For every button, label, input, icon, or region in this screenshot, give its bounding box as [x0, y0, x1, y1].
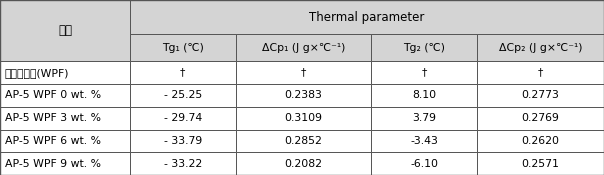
Text: †: †: [538, 68, 543, 78]
Bar: [371, 34, 477, 61]
Text: AP-5 WPF 3 wt. %: AP-5 WPF 3 wt. %: [5, 113, 101, 123]
Text: -3.43: -3.43: [410, 136, 439, 146]
Bar: [477, 34, 604, 61]
Text: Tg₂ (℃): Tg₂ (℃): [403, 43, 445, 53]
Bar: [0, 0, 130, 61]
Text: 폴돼지지방(WPF): 폴돼지지방(WPF): [5, 68, 69, 78]
Bar: [477, 130, 604, 152]
Bar: [371, 107, 477, 130]
Bar: [236, 152, 371, 175]
Text: 구분: 구분: [58, 24, 72, 37]
Text: 8.10: 8.10: [413, 90, 436, 100]
Bar: [371, 130, 477, 152]
Text: Thermal parameter: Thermal parameter: [309, 10, 425, 24]
Bar: [236, 130, 371, 152]
Text: 0.2620: 0.2620: [522, 136, 559, 146]
Text: †: †: [422, 68, 427, 78]
Bar: [130, 34, 236, 61]
Text: - 33.22: - 33.22: [164, 159, 202, 169]
Bar: [236, 84, 371, 107]
Bar: [130, 152, 236, 175]
Text: 0.2571: 0.2571: [522, 159, 559, 169]
Bar: [477, 84, 604, 107]
Text: - 29.74: - 29.74: [164, 113, 202, 123]
Bar: [0, 61, 130, 84]
Text: 0.3109: 0.3109: [284, 113, 323, 123]
Bar: [371, 152, 477, 175]
Text: ΔCp₁ (J g×℃⁻¹): ΔCp₁ (J g×℃⁻¹): [262, 43, 345, 53]
Text: 0.2852: 0.2852: [284, 136, 323, 146]
Text: †: †: [180, 68, 185, 78]
Bar: [477, 107, 604, 130]
Text: AP-5 WPF 9 wt. %: AP-5 WPF 9 wt. %: [5, 159, 101, 169]
Text: †: †: [301, 68, 306, 78]
Bar: [0, 107, 130, 130]
Bar: [477, 61, 604, 84]
Bar: [0, 130, 130, 152]
Text: 0.2773: 0.2773: [522, 90, 559, 100]
Bar: [130, 61, 236, 84]
Bar: [130, 0, 604, 34]
Text: Tg₁ (℃): Tg₁ (℃): [162, 43, 204, 53]
Bar: [0, 84, 130, 107]
Bar: [0, 152, 130, 175]
Text: 3.79: 3.79: [413, 113, 436, 123]
Text: 0.2383: 0.2383: [284, 90, 323, 100]
Bar: [130, 84, 236, 107]
Bar: [371, 84, 477, 107]
Text: 0.2082: 0.2082: [284, 159, 323, 169]
Text: AP-5 WPF 6 wt. %: AP-5 WPF 6 wt. %: [5, 136, 101, 146]
Bar: [236, 34, 371, 61]
Text: - 25.25: - 25.25: [164, 90, 202, 100]
Text: AP-5 WPF 0 wt. %: AP-5 WPF 0 wt. %: [5, 90, 101, 100]
Text: ΔCp₂ (J g×℃⁻¹): ΔCp₂ (J g×℃⁻¹): [499, 43, 582, 53]
Bar: [477, 152, 604, 175]
Text: -6.10: -6.10: [410, 159, 439, 169]
Text: 0.2769: 0.2769: [522, 113, 559, 123]
Text: - 33.79: - 33.79: [164, 136, 202, 146]
Bar: [236, 61, 371, 84]
Bar: [130, 130, 236, 152]
Bar: [371, 61, 477, 84]
Bar: [130, 107, 236, 130]
Bar: [236, 107, 371, 130]
